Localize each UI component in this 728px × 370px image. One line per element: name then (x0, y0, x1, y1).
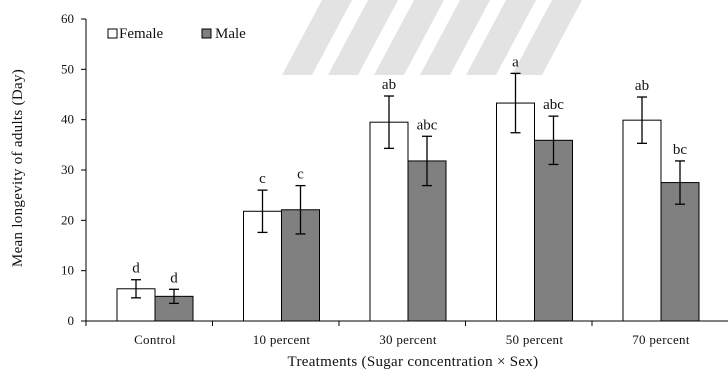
significance-label: bc (673, 142, 688, 158)
legend-label-female: Female (119, 26, 163, 42)
y-tick-label: 50 (61, 61, 74, 76)
y-tick-label: 10 (61, 263, 74, 278)
bar-male (281, 209, 320, 322)
y-tick-label: 40 (61, 112, 74, 127)
x-category-label: 10 percent (253, 332, 311, 347)
legend: Female Male (107, 26, 246, 42)
x-axis-title: Treatments (Sugar concentration × Sex) (288, 354, 539, 370)
watermark (282, 0, 582, 75)
y-tick-label: 0 (68, 313, 75, 328)
significance-label: ab (382, 77, 396, 93)
y-axis-title: Mean longevity of adults (Day) (10, 69, 26, 267)
bar-male (534, 139, 573, 322)
bar-female (496, 102, 535, 322)
bar-female (369, 121, 409, 322)
legend-label-male: Male (215, 26, 246, 42)
bar-female (622, 119, 662, 322)
legend-swatch-male (201, 28, 212, 39)
x-category-label: 50 percent (506, 332, 564, 347)
legend-swatch-female (107, 28, 118, 39)
significance-label: c (297, 167, 304, 183)
significance-label: a (512, 54, 519, 70)
y-tick-label: 30 (61, 162, 74, 177)
bar-male (660, 182, 700, 322)
significance-label: c (259, 171, 266, 187)
x-category-label: Control (134, 332, 176, 347)
significance-label: abc (543, 97, 564, 113)
significance-label: d (170, 270, 178, 286)
significance-label: d (132, 261, 140, 277)
y-tick-label: 20 (61, 212, 74, 227)
x-category-label: 30 percent (379, 332, 437, 347)
y-tick-label: 60 (61, 11, 74, 26)
bar-male (407, 160, 447, 322)
x-category-label: 70 percent (632, 332, 690, 347)
significance-label: ab (635, 78, 649, 94)
significance-label: abc (417, 117, 438, 133)
